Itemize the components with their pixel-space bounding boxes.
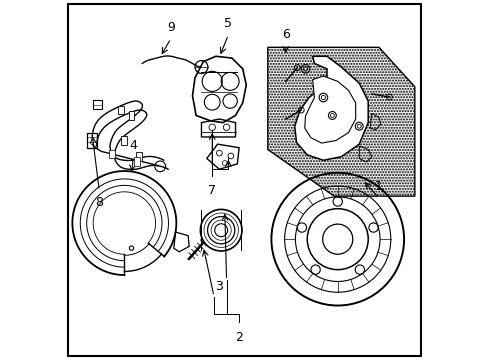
Text: 4: 4 — [129, 139, 137, 152]
Bar — [93, 100, 102, 109]
Text: 5: 5 — [224, 17, 232, 30]
Text: 1: 1 — [374, 180, 382, 193]
Bar — [118, 106, 123, 114]
Bar — [128, 111, 134, 120]
Bar — [109, 149, 115, 158]
Polygon shape — [294, 56, 367, 160]
Text: 9: 9 — [167, 21, 175, 34]
Text: 3: 3 — [215, 280, 223, 293]
Bar — [136, 152, 142, 161]
Bar — [86, 134, 97, 148]
Text: 2: 2 — [234, 330, 242, 343]
Bar — [121, 136, 127, 145]
Polygon shape — [267, 47, 414, 196]
Bar — [134, 157, 140, 166]
Text: 6: 6 — [281, 28, 289, 41]
Text: 8: 8 — [95, 196, 103, 209]
Text: 7: 7 — [208, 184, 216, 197]
Polygon shape — [304, 76, 355, 143]
